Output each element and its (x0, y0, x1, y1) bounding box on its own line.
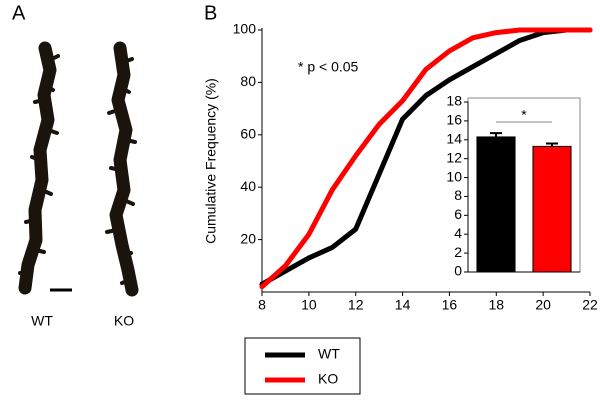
panel-a: A WT KO (12, 2, 139, 329)
y-tick-label: 40 (240, 178, 256, 194)
y-tick-label: 4 (454, 225, 462, 241)
bar (532, 145, 572, 273)
error-bar (490, 132, 502, 137)
x-tick-label: 12 (348, 297, 364, 313)
y-axis-label: Cumulative Frequency (%) (203, 78, 219, 244)
legend-label: WT (318, 346, 340, 362)
dendrite-image (18, 41, 57, 295)
y-tick-label: 2 (454, 244, 462, 260)
error-bar (546, 142, 558, 147)
bar (476, 136, 516, 273)
y-tick-label: 8 (454, 187, 462, 203)
image-label: KO (114, 313, 134, 329)
dendrite-spines (105, 57, 137, 285)
line-series (259, 27, 593, 290)
x-tick-label: 22 (582, 297, 598, 313)
y-tick-label: 20 (240, 230, 256, 246)
image-label: WT (31, 313, 53, 329)
panel-label: B (204, 2, 217, 24)
annotation: * p < 0.05 (298, 59, 359, 75)
legend-box (244, 337, 361, 395)
y-tick-label: 18 (446, 93, 462, 109)
y-tick-label: 16 (446, 112, 462, 128)
panel-label: A (12, 2, 26, 24)
legend-label: KO (318, 371, 338, 387)
y-tick-label: 100 (233, 21, 257, 37)
line-series (259, 27, 593, 287)
x-tick-label: 18 (488, 297, 504, 313)
x-tick-label: 20 (535, 297, 551, 313)
y-tick-label: 12 (446, 149, 462, 165)
x-tick-label: 16 (442, 297, 458, 313)
annotation: * (521, 107, 527, 123)
x-tick-label: 10 (301, 297, 317, 313)
y-tick-label: 6 (454, 206, 462, 222)
y-tick-label: 10 (446, 168, 462, 184)
y-tick-label: 0 (454, 263, 462, 279)
y-tick-label: 14 (446, 130, 462, 146)
x-tick-label: 14 (395, 297, 411, 313)
x-tick-label: 8 (258, 297, 266, 313)
y-tick-label: 60 (240, 126, 256, 142)
y-tick-label: 80 (240, 73, 256, 89)
dendrite-spines (18, 54, 60, 277)
